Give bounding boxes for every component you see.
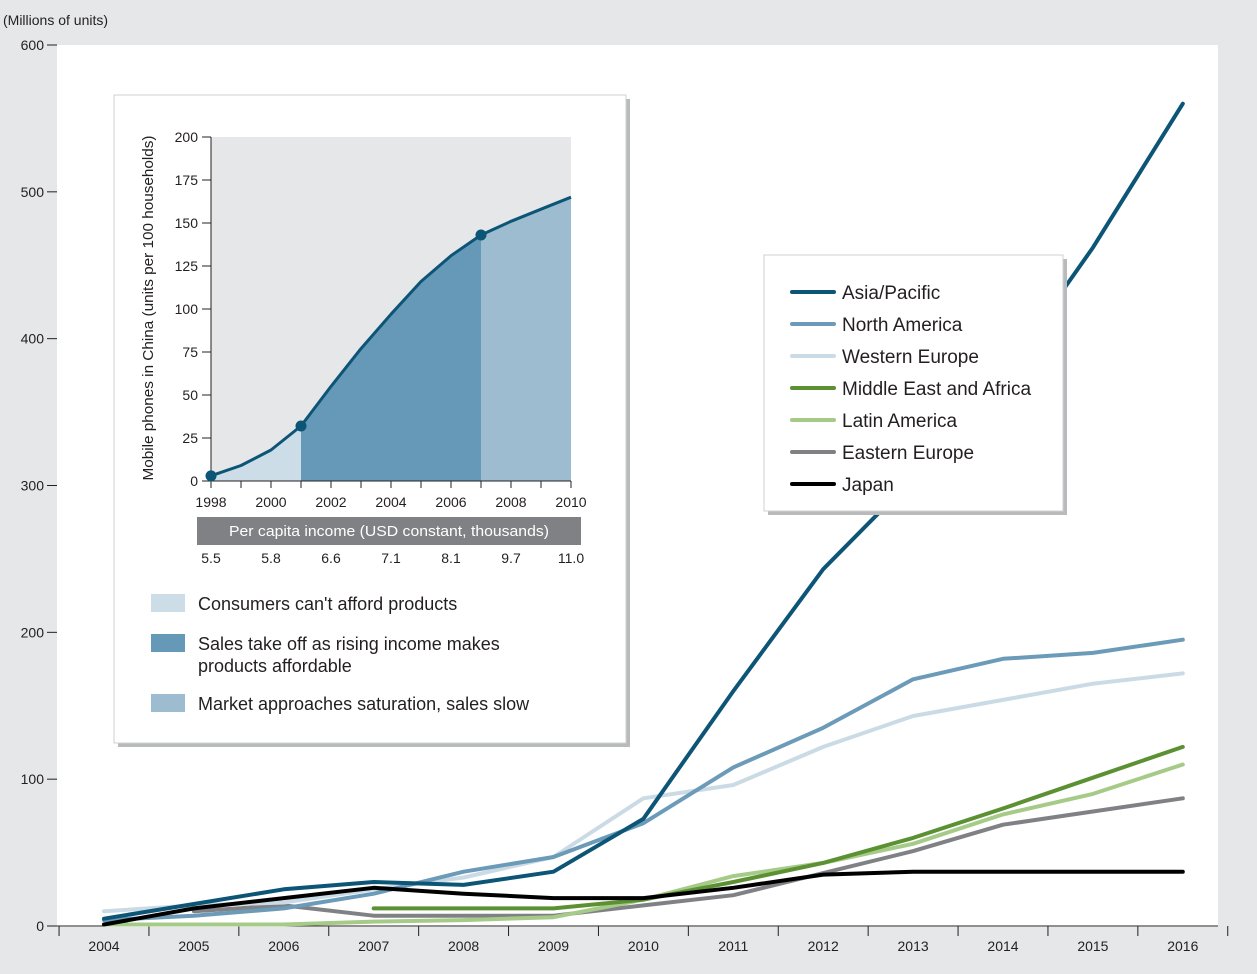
inset-phase-area-3 [481, 197, 571, 481]
inset-phase-area-2 [301, 235, 481, 481]
x-tick-label: 2012 [808, 938, 839, 954]
income-label: 11.0 [558, 550, 584, 566]
inset-x-tick-label: 2000 [255, 494, 286, 510]
inset-y-tick-label: 200 [175, 129, 199, 145]
inset-x-tick-label: 1998 [195, 494, 226, 510]
phase-legend-label: Sales take off as rising income makes pro… [198, 634, 500, 676]
legend-label: Asia/Pacific [842, 283, 940, 304]
y-axis: 0 100 200 300 400 500 600 [21, 37, 57, 934]
inset-x-tick-label: 2008 [495, 494, 526, 510]
inset-x-tick-label: 2002 [315, 494, 346, 510]
inset-x-tick-label: 2004 [375, 494, 406, 510]
y-tick-label: 400 [21, 331, 45, 347]
x-tick-label: 2004 [88, 938, 119, 954]
phase-legend-label: Market approaches saturation, sales slow [198, 694, 530, 714]
inset-x-tick-label: 2010 [555, 494, 586, 510]
phase-legend-swatch [151, 594, 185, 612]
inset-highlight-point [295, 420, 307, 432]
y-tick-label: 500 [21, 184, 45, 200]
inset-y-tick-label: 100 [175, 301, 199, 317]
series-line-japan [102, 869, 1185, 927]
inset-phase-area-1 [211, 425, 301, 481]
x-tick-label: 2015 [1077, 938, 1108, 954]
inset-y-tick-label: 150 [175, 215, 199, 231]
income-band-label: Per capita income (USD constant, thousan… [229, 523, 549, 540]
inset-highlight-point [205, 470, 217, 482]
y-tick-label: 300 [21, 478, 45, 494]
income-label: 6.6 [321, 550, 341, 566]
income-label: 8.1 [441, 550, 461, 566]
phase-legend-swatch [151, 634, 185, 652]
inset-y-tick-label: 25 [182, 430, 198, 446]
y-tick-label: 600 [21, 37, 45, 53]
inset-area-chart: 0 25 50 75 100 125 150 175 200 1998 2000 2002 2004 20… [175, 129, 587, 510]
legend-label: North America [842, 315, 963, 336]
x-tick-label: 2006 [268, 938, 299, 954]
x-tick-label: 2007 [358, 938, 389, 954]
y-tick-label: 200 [21, 624, 45, 640]
income-label: 5.5 [201, 550, 221, 566]
x-tick-label: 2013 [898, 938, 929, 954]
series-lines [102, 101, 1185, 927]
phase-legend: Consumers can't afford products Sales tak… [151, 594, 530, 714]
series-line-western-europe [102, 671, 1185, 914]
x-tick-label: 2010 [628, 938, 659, 954]
series-line-eastern-europe [191, 796, 1185, 918]
inset-y-tick-label: 0 [190, 473, 198, 489]
x-tick-label: 2016 [1167, 938, 1198, 954]
legend-box [763, 254, 1064, 512]
phase-legend-swatch [151, 694, 185, 712]
x-tick-label: 2008 [448, 938, 479, 954]
inset-curve-line [210, 195, 572, 478]
inset-y-tick-label: 50 [182, 387, 198, 403]
x-tick-label: 2014 [987, 938, 1018, 954]
x-axis: 2004 2005 2006 2007 2008 2009 2010 2011 2012 2013… [57, 925, 1229, 954]
series-line-middle-east-and-africa [371, 744, 1185, 911]
inset-highlight-point [475, 229, 487, 241]
inset-y-axis-title: Mobile phones in China (units per 100 ho… [140, 136, 157, 481]
x-tick-label: 2009 [538, 938, 569, 954]
legend-label: Latin America [842, 411, 958, 432]
inset-panel: 0 25 50 75 100 125 150 175 200 1998 2000 2002 2004 20… [113, 94, 630, 747]
income-band [197, 517, 581, 545]
y-axis-unit-label: (Millions of units) [3, 12, 108, 28]
inset-y-tick-label: 125 [175, 258, 199, 274]
income-label: 7.1 [381, 550, 401, 566]
income-label: 5.8 [261, 550, 281, 566]
x-tick-label: 2011 [718, 938, 748, 954]
legend-label: Eastern Europe [842, 443, 974, 464]
y-tick-label: 100 [21, 771, 45, 787]
income-labels: 5.5 5.8 6.6 7.1 8.1 9.7 11.0 [201, 550, 584, 566]
series-line-north-america [102, 637, 1185, 923]
inset-y-tick-label: 175 [175, 172, 199, 188]
inset-x-tick-label: 2006 [435, 494, 466, 510]
income-label: 9.7 [501, 550, 521, 566]
inset-y-tick-label: 75 [182, 344, 198, 360]
legend-label: Middle East and Africa [842, 379, 1031, 400]
legend-label: Japan [842, 475, 894, 496]
legend-label: Western Europe [842, 347, 979, 368]
x-tick-label: 2005 [178, 938, 209, 954]
legend-items: Asia/Pacific North America Western Europe M… [790, 283, 1031, 496]
phase-legend-label: Consumers can't afford products [198, 594, 457, 614]
legend: Asia/Pacific North America Western Europe M… [763, 254, 1067, 515]
y-tick-label: 0 [36, 918, 44, 934]
